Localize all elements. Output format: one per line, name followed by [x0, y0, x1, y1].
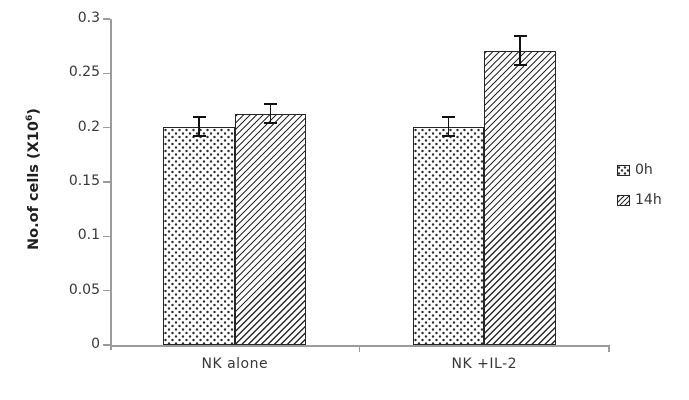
error-bar-0h-NK +IL-2 [442, 115, 455, 138]
bar-0h-NK alone [163, 126, 235, 345]
legend-label-14h: 14h [635, 192, 662, 208]
error-bar-0h-NK alone [192, 115, 206, 138]
error-bar-line [198, 115, 200, 138]
error-bar-cap-bottom [264, 122, 277, 125]
x-category-label-NK alone: NK alone [201, 356, 269, 372]
error-bar-line [447, 115, 450, 138]
y-axis-tick-0.15 [103, 181, 110, 183]
error-bar-14h-NK +IL-2 [513, 35, 527, 66]
y-axis-tick-0.3 [103, 18, 110, 20]
bar-0h-NK +IL-2 [412, 126, 485, 345]
legend-swatch-hatch [617, 194, 630, 206]
error-bar-cap-bottom [513, 63, 527, 66]
error-bar-line [269, 102, 272, 125]
y-axis-tick-0.2 [103, 127, 110, 129]
y-tick-label-0: 0 [91, 336, 100, 352]
error-bar-cap-top [442, 115, 455, 118]
plot-area [110, 19, 609, 345]
error-bar-cap-bottom [442, 135, 455, 138]
legend-item-14h: 14h [617, 192, 662, 208]
error-bar-cap-top [264, 102, 277, 105]
legend-label-0h: 0h [635, 162, 653, 178]
y-tick-label-0.1: 0.1 [77, 227, 100, 244]
bar-14h-NK alone [234, 113, 307, 345]
legend: 0h 14h [617, 162, 662, 222]
error-bar-14h-NK alone [264, 102, 277, 125]
y-axis-title-superscript: 6 [25, 114, 35, 122]
error-bar-cap-bottom [192, 135, 206, 138]
y-axis-tick-0.1 [103, 235, 110, 237]
x-category-label-NK +IL-2: NK +IL-2 [451, 356, 518, 372]
bar-14h-NK +IL-2 [484, 50, 556, 345]
error-bar-cap-top [192, 115, 206, 118]
y-tick-label-0.2: 0.2 [77, 118, 100, 135]
y-axis-tick-0.05 [103, 290, 110, 292]
y-tick-label-0.3: 0.3 [77, 10, 100, 26]
x-axis-mid-tick [358, 345, 361, 352]
y-tick-label-0.05: 0.05 [68, 281, 100, 298]
legend-swatch-dots [617, 164, 630, 176]
error-bar-line [519, 35, 521, 66]
y-axis-title-suffix: ) [25, 108, 42, 115]
y-axis-line [110, 19, 112, 350]
legend-item-0h: 0h [617, 162, 662, 178]
x-axis-end-tick [608, 345, 610, 352]
y-axis-tick-0 [103, 344, 110, 346]
y-axis-tick-0.25 [103, 72, 110, 74]
y-tick-label-0.25: 0.25 [68, 64, 100, 81]
y-tick-label-0.15: 0.15 [68, 173, 100, 189]
error-bar-cap-top [513, 35, 527, 38]
